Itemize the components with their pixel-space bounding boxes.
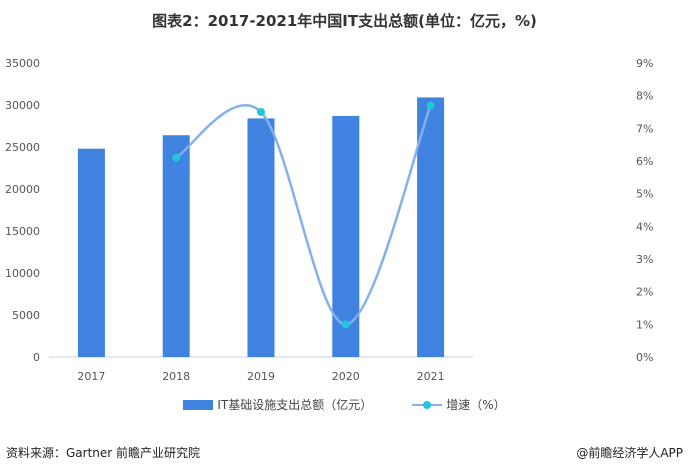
x-tick-label: 2021	[417, 370, 445, 383]
y-right-tick-label: 8%	[636, 90, 653, 103]
bar-2019	[247, 118, 275, 357]
growth-point-2021	[426, 101, 435, 110]
y-right-tick-label: 3%	[636, 253, 653, 266]
y-left-tick-label: 0	[33, 351, 40, 364]
growth-point-2020	[341, 320, 350, 329]
x-tick-label: 2017	[77, 370, 105, 383]
y-left-tick-label: 30000	[5, 99, 40, 112]
y-right-tick-label: 1%	[636, 318, 653, 331]
y-left-tick-label: 10000	[5, 267, 40, 280]
growth-point-2018	[172, 153, 181, 162]
x-tick-label: 2018	[162, 370, 190, 383]
y-left-tick-label: 5000	[12, 309, 40, 322]
y-left-tick-label: 20000	[5, 183, 40, 196]
y-left-tick-label: 35000	[5, 57, 40, 70]
x-tick-label: 2020	[332, 370, 360, 383]
x-tick-label: 2019	[247, 370, 275, 383]
y-left-tick-label: 25000	[5, 141, 40, 154]
y-right-tick-label: 0%	[636, 351, 653, 364]
bar-2017	[77, 148, 105, 357]
bar-2021	[417, 97, 445, 357]
growth-point-2019	[257, 108, 265, 116]
credit-note: @前瞻经济学人APP	[576, 446, 683, 460]
chart-title: 图表2：2017-2021年中国IT支出总额(单位：亿元，%)	[152, 12, 537, 30]
legend-swatch-line	[412, 400, 443, 410]
y-left-tick-label: 15000	[5, 225, 40, 238]
legend-item-bar[interactable]: IT基础设施支出总额（亿元）	[183, 396, 372, 413]
y-right-tick-label: 7%	[636, 122, 653, 135]
legend-label-line: 增速（%）	[446, 398, 506, 412]
legend-swatch-bar	[183, 399, 214, 410]
y-right-tick-label: 9%	[636, 57, 653, 70]
bar-2018	[162, 135, 190, 357]
legend-item-line[interactable]: 增速（%）	[412, 396, 506, 413]
source-note: 资料来源：Gartner 前瞻产业研究院	[6, 446, 201, 460]
growth-line	[175, 103, 432, 326]
legend: IT基础设施支出总额（亿元） 增速（%）	[0, 396, 689, 413]
y-right-tick-label: 5%	[636, 188, 653, 201]
y-right-tick-label: 4%	[636, 220, 653, 233]
y-right-tick-label: 6%	[636, 155, 653, 168]
y-right-tick-label: 2%	[636, 286, 653, 299]
legend-label-bar: IT基础设施支出总额（亿元）	[217, 398, 373, 412]
